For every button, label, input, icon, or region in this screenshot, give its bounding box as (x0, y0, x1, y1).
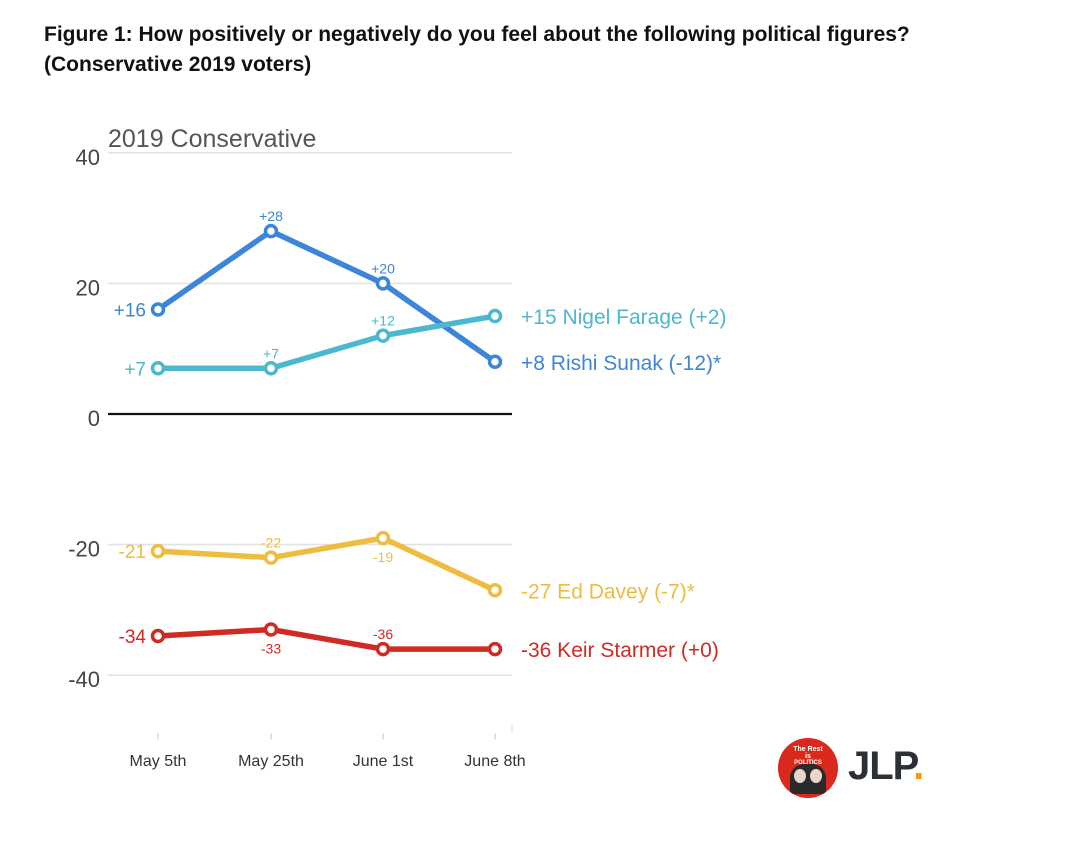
data-point (150, 361, 166, 376)
data-label: -33 (261, 640, 281, 656)
end-label-nigel-farage: +15 Nigel Farage (+2) (521, 306, 726, 329)
data-label: +20 (371, 260, 395, 276)
data-point (150, 302, 166, 317)
jlp-wordmark-dot: . (913, 744, 924, 788)
data-label: -21 (119, 542, 146, 563)
series-line-ed-davey (155, 535, 498, 594)
y-tick-label: 40 (76, 145, 100, 170)
data-point (375, 530, 391, 546)
badge-text-3: POLITICS (794, 760, 822, 766)
axis-layer: 40 20 0 -20 -40 May 5th May 25th June 1st June 8… (68, 145, 525, 770)
data-point (375, 276, 391, 291)
badge-text-2: is (805, 753, 811, 760)
data-point (487, 641, 503, 657)
data-point (263, 361, 279, 376)
badge-faces-image (790, 764, 826, 794)
figure-title-line-2: (Conservative 2019 voters) (44, 53, 312, 76)
x-tick-label: June 1st (353, 753, 414, 770)
end-label-keir-starmer: -36 Keir Starmer (+0) (521, 639, 719, 662)
jlp-wordmark: JLP. (848, 744, 924, 789)
x-tick-label: May 25th (238, 753, 304, 770)
data-label: +7 (124, 359, 146, 380)
y-tick-label: -20 (68, 537, 100, 562)
data-point (375, 328, 391, 343)
data-label: +7 (263, 345, 279, 361)
x-tick-label: May 5th (130, 753, 187, 770)
figure-title-line-1: Figure 1: How positively or negatively d… (44, 23, 910, 46)
x-tick-label: June 8th (464, 753, 525, 770)
data-point (263, 550, 279, 565)
data-label: +28 (259, 208, 283, 224)
figure-title: Figure 1: How positively or negatively d… (44, 20, 1064, 80)
data-label: -36 (373, 626, 393, 642)
data-label: -34 (119, 627, 147, 648)
data-label: +16 (114, 301, 146, 322)
jlp-logo: The Rest is POLITICS JLP. (778, 736, 938, 800)
end-label-rishi-sunak: +8 Rishi Sunak (-12)* (521, 352, 721, 375)
data-point (263, 622, 279, 637)
label-layer: +16 +28 +20 +8 Rishi Sunak (-12)* +7 +7 +12 +15… (114, 208, 727, 662)
the-rest-is-politics-badge: The Rest is POLITICS (778, 738, 838, 798)
y-tick-label: -40 (68, 667, 100, 692)
chart-title: 2019 Conservative (108, 125, 316, 153)
y-tick-label: 0 (88, 406, 100, 431)
data-point (150, 628, 166, 644)
data-point (263, 223, 279, 239)
series-line-rishi-sunak (155, 228, 498, 365)
series-line-nigel-farage (155, 313, 498, 372)
grid-layer (108, 152, 512, 677)
end-label-ed-davey: -27 Ed Davey (-7)* (521, 580, 695, 603)
series-line-keir-starmer (155, 626, 498, 652)
y-tick-label: 20 (76, 275, 100, 300)
data-label: +12 (371, 313, 395, 329)
data-point (375, 641, 391, 657)
badge-text-1: The Rest (793, 746, 823, 753)
jlp-wordmark-text: JLP (848, 744, 914, 788)
series-layer (150, 223, 503, 657)
data-point (487, 354, 503, 370)
data-point (487, 308, 503, 324)
data-point (487, 583, 503, 598)
data-point (150, 543, 166, 559)
data-label: -19 (373, 549, 393, 565)
data-label: -22 (261, 535, 281, 551)
